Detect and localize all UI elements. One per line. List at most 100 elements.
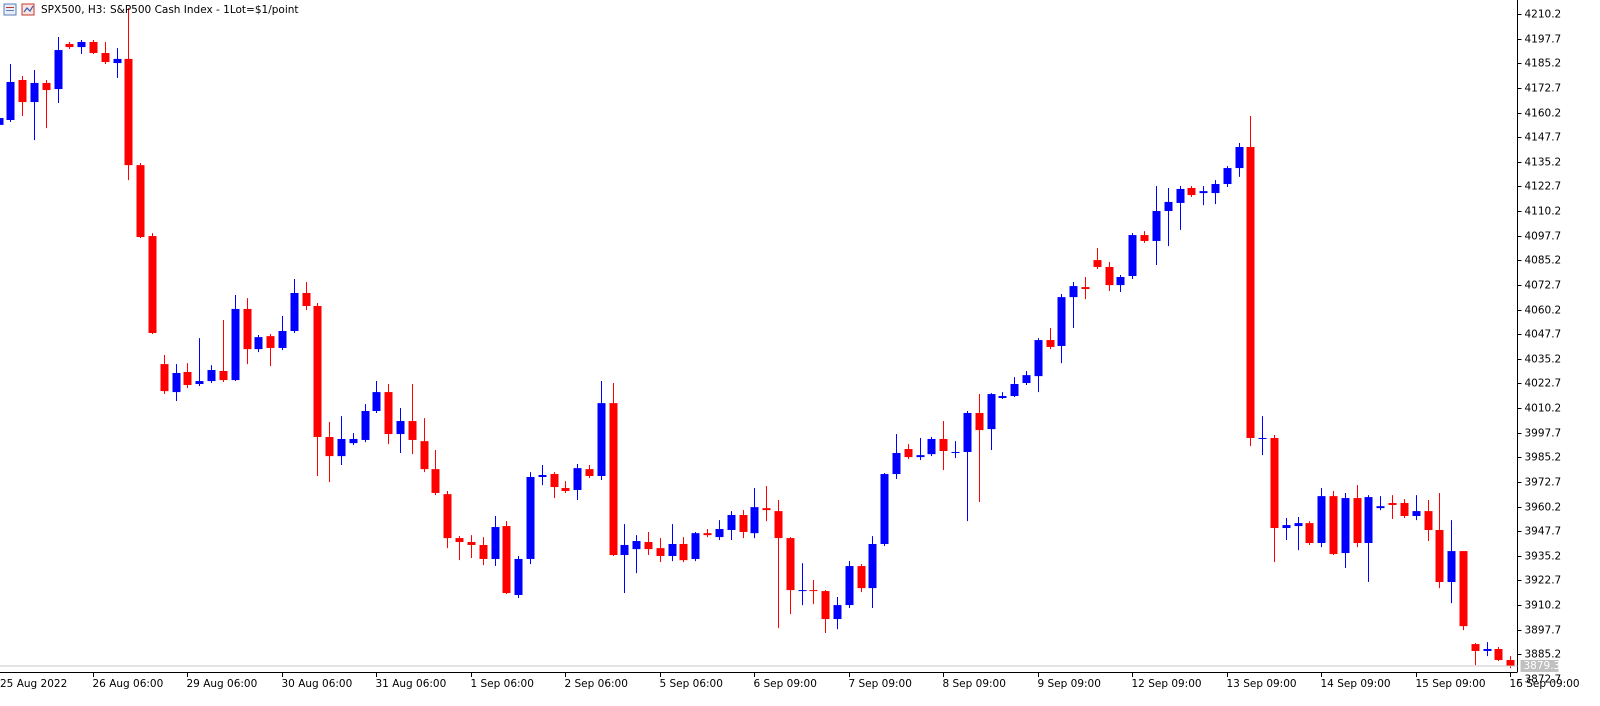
candle-body: [266, 336, 275, 348]
candle-body: [644, 542, 653, 550]
candle-body: [1246, 146, 1255, 438]
candle-body: [1093, 260, 1102, 267]
candle-body: [1317, 496, 1326, 544]
candle-body: [467, 542, 476, 545]
x-tick-label: 16 Sep 09:00: [1510, 678, 1580, 690]
candle-body: [656, 548, 665, 557]
candle-body: [597, 403, 606, 477]
candle-body: [6, 81, 15, 120]
candle-body: [821, 591, 830, 620]
y-tick-label: 4110.2: [1525, 206, 1562, 218]
x-tick-label: 9 Sep 09:00: [1038, 678, 1101, 690]
candle-body: [798, 590, 807, 592]
y-tick-label: 3897.7: [1525, 625, 1562, 637]
candle-body: [172, 372, 181, 393]
candle-body: [0, 118, 4, 125]
candle-body: [1034, 340, 1043, 377]
x-tick-label: 1 Sep 06:00: [471, 678, 534, 690]
candle-body: [455, 538, 464, 543]
y-tick-label: 4135.2: [1525, 157, 1562, 169]
candle-body: [290, 292, 299, 332]
candle-body: [313, 305, 322, 438]
candle-body: [278, 331, 287, 348]
x-tick-label: 26 Aug 06:00: [93, 678, 164, 690]
candle-body: [89, 41, 98, 53]
candle-body: [904, 449, 913, 458]
candle-body: [1435, 530, 1444, 583]
candle-body: [148, 236, 157, 333]
candle-body: [727, 515, 736, 530]
candle-body: [561, 488, 570, 491]
y-tick-label: 3910.2: [1525, 600, 1562, 612]
y-tick-label: 4172.7: [1525, 83, 1562, 95]
chart-title: SPX500, H3:: [41, 4, 106, 16]
last-price-label: 3879.3: [1524, 660, 1561, 672]
candle-body: [243, 308, 252, 350]
candle-body: [550, 474, 559, 488]
candle-body: [302, 292, 311, 306]
candle-body: [65, 43, 74, 48]
candle-body: [361, 410, 370, 440]
y-tick-label: 4035.2: [1525, 354, 1562, 366]
candle-body: [880, 474, 889, 544]
candle-body: [715, 529, 724, 538]
x-tick-label: 5 Sep 06:00: [660, 678, 723, 690]
candle-body: [1140, 235, 1149, 241]
y-tick-label: 3872.7: [1525, 674, 1562, 686]
candle-body: [136, 165, 145, 238]
candle-body: [833, 605, 842, 620]
candle-body: [396, 421, 405, 435]
candle-body: [703, 533, 712, 536]
candle-body: [868, 543, 877, 589]
y-tick-label: 4047.7: [1525, 329, 1562, 341]
icon-list: [3, 3, 17, 16]
x-tick-label: 25 Aug 2022: [0, 678, 67, 690]
candle-body: [325, 437, 334, 457]
candle-body: [1176, 188, 1185, 203]
icon-chart-line: [23, 5, 34, 13]
x-tick-label: 14 Sep 09:00: [1321, 678, 1391, 690]
candle-body: [42, 82, 51, 91]
candle-body: [857, 566, 866, 589]
candle-body: [1010, 384, 1019, 397]
x-tick-label: 30 Aug 06:00: [282, 678, 353, 690]
candle-body: [207, 370, 216, 382]
candle-body: [538, 475, 547, 477]
candle-body: [609, 403, 618, 556]
y-tick-label: 3922.7: [1525, 575, 1562, 587]
candle-body: [1376, 506, 1385, 509]
candle-body: [1022, 375, 1031, 384]
candle-body: [998, 396, 1007, 398]
candle-body: [1057, 297, 1066, 346]
candle-body: [1223, 168, 1232, 185]
y-tick-label: 4022.7: [1525, 378, 1562, 390]
y-tick-label: 4097.7: [1525, 231, 1562, 243]
candle-body: [1116, 277, 1125, 286]
candle-body: [892, 452, 901, 475]
candle-body: [231, 308, 240, 381]
candle-body: [668, 543, 677, 557]
candle-body: [1081, 287, 1090, 290]
candle-body: [77, 41, 86, 48]
candle-body: [124, 58, 133, 166]
candle-body: [1412, 511, 1421, 517]
y-tick-label: 4197.7: [1525, 34, 1562, 46]
candle-body: [491, 527, 500, 559]
candle-body: [987, 394, 996, 430]
candle-body: [1164, 201, 1173, 212]
candle-body: [845, 566, 854, 606]
x-tick-label: 6 Sep 09:00: [754, 678, 817, 690]
candle-body: [1424, 511, 1433, 530]
candle-body: [1353, 498, 1362, 544]
candle-body: [679, 543, 688, 561]
candle-body: [1447, 551, 1456, 583]
candle-body: [750, 507, 759, 534]
candle-body: [443, 494, 452, 539]
candle-body: [620, 544, 629, 556]
candle-body: [1364, 497, 1373, 544]
candle-body: [585, 469, 594, 477]
candle-body: [1400, 503, 1409, 517]
candle-body: [762, 508, 771, 511]
